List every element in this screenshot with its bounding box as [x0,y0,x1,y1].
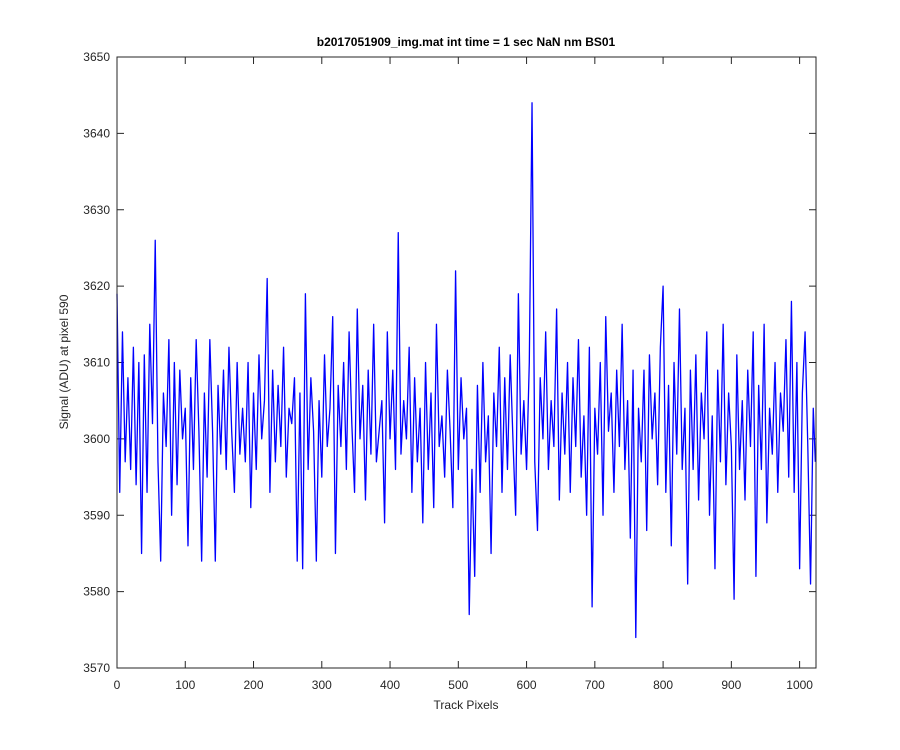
x-tick-label: 400 [380,678,400,692]
x-tick-label: 700 [585,678,605,692]
y-tick-label: 3580 [83,585,110,599]
y-tick-label: 3640 [83,126,110,140]
x-tick-label: 500 [448,678,468,692]
y-tick-label: 3600 [83,432,110,446]
y-tick-label: 3610 [83,356,110,370]
y-tick-label: 3630 [83,203,110,217]
y-axis-label: Signal (ADU) at pixel 590 [57,294,71,429]
data-line [116,102,816,639]
x-tick-label: 300 [312,678,332,692]
y-tick-label: 3620 [83,279,110,293]
x-tick-label: 1000 [786,678,813,692]
y-tick-label: 3650 [83,50,110,64]
x-tick-label: 900 [721,678,741,692]
x-tick-label: 100 [175,678,195,692]
x-tick-label: 0 [114,678,121,692]
x-tick-label: 800 [653,678,673,692]
y-tick-label: 3570 [83,661,110,675]
x-tick-label: 600 [517,678,537,692]
x-axis-label: Track Pixels [434,698,499,712]
plot-frame [116,56,817,669]
x-tick-label: 200 [244,678,264,692]
y-tick-label: 3590 [83,508,110,522]
chart-title: b2017051909_img.mat int time = 1 sec NaN… [317,35,616,49]
